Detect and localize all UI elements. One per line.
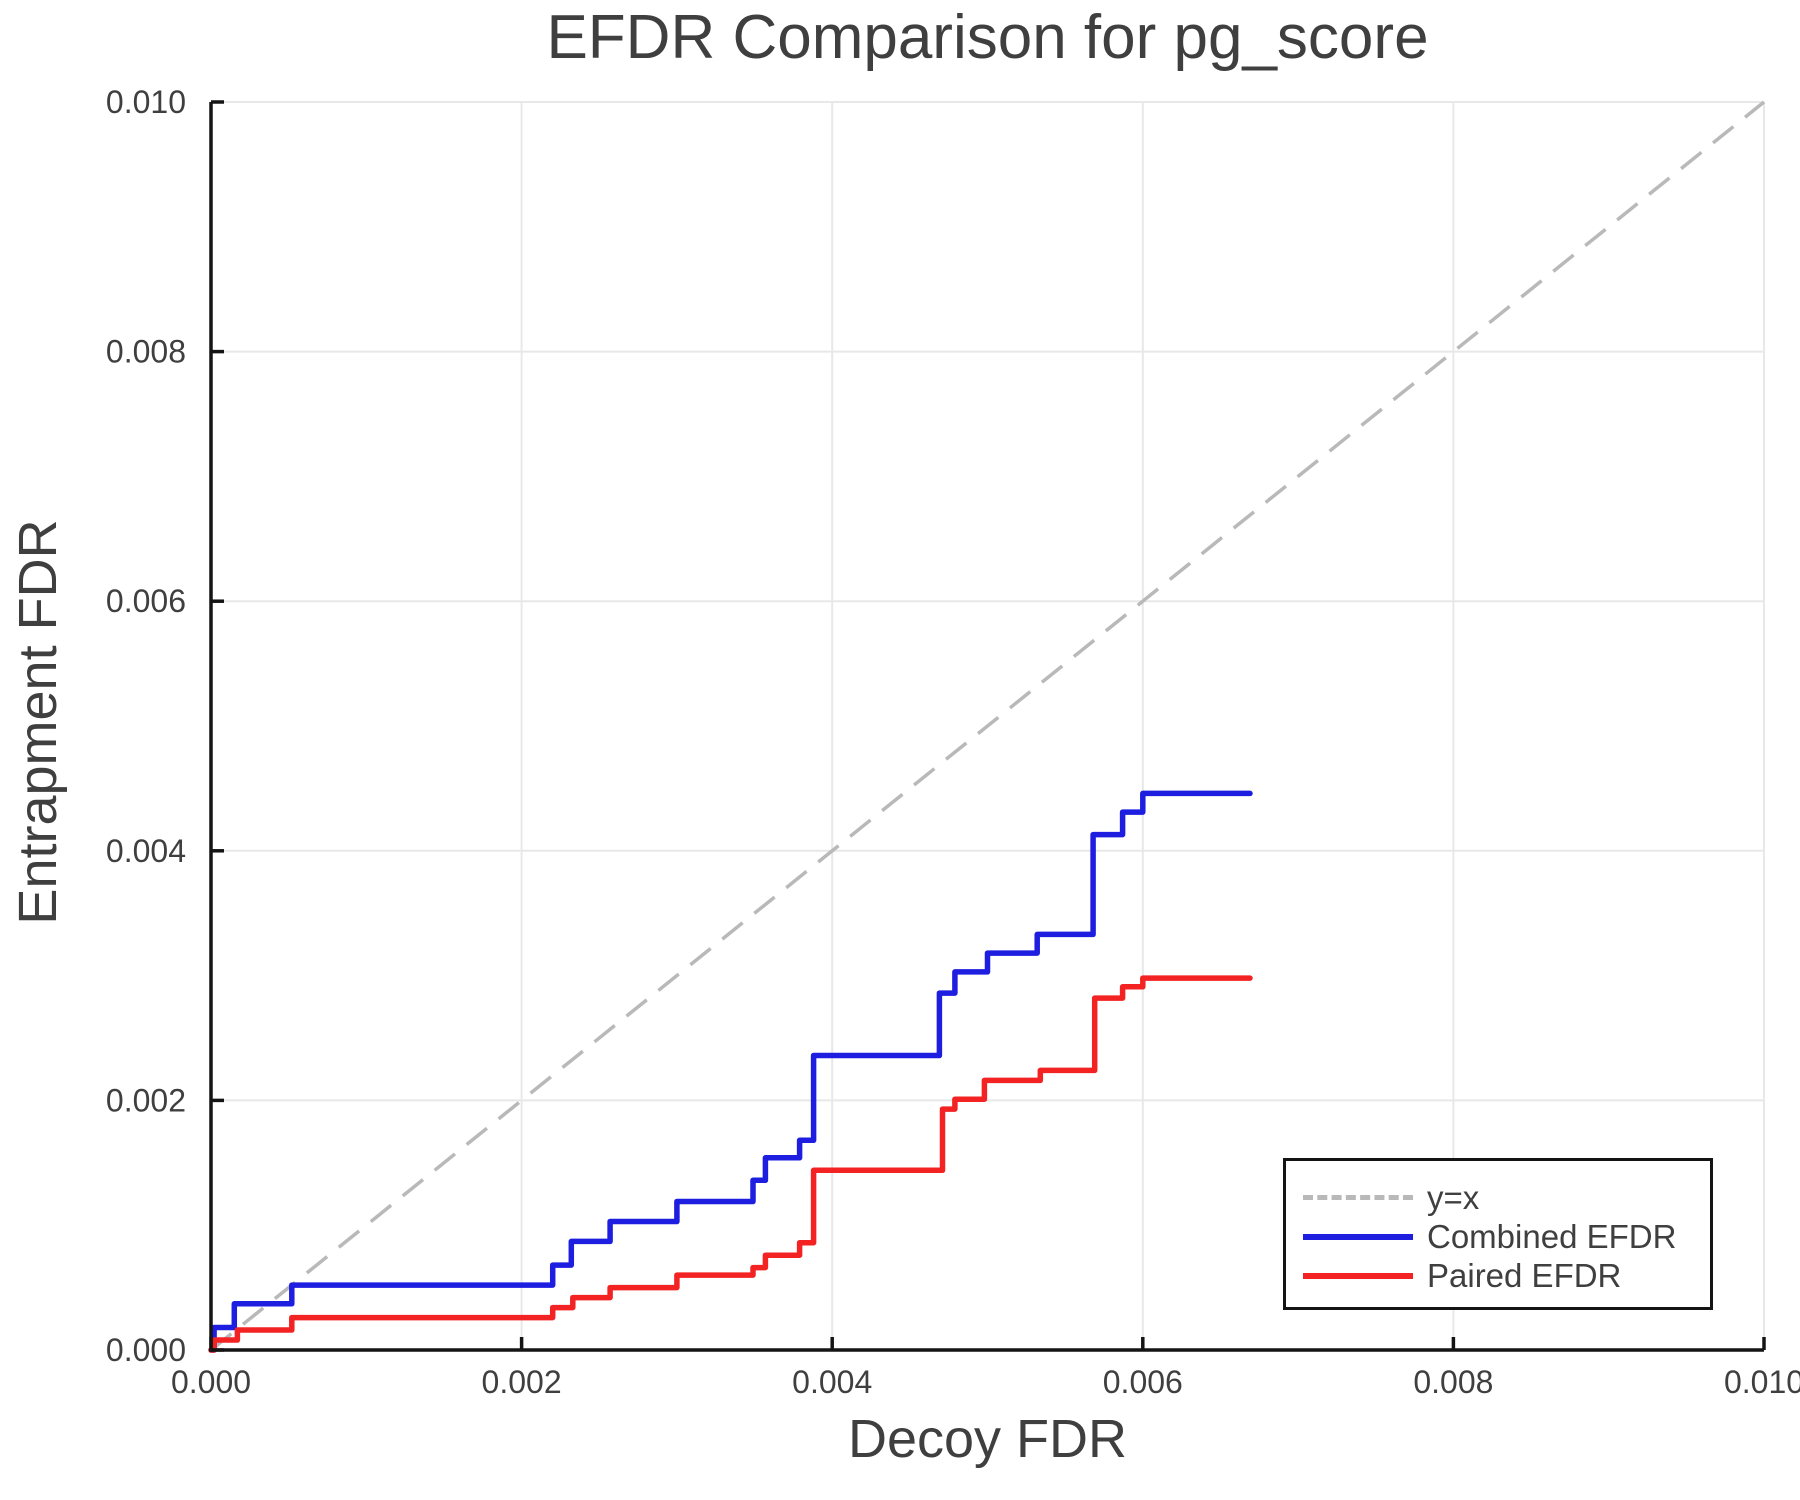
axis-ticks [209,100,1766,1352]
legend-item-paired-efdr: Paired EFDR [1303,1256,1710,1295]
x-tick-label: 0.008 [1413,1364,1493,1400]
y-tick-labels: 0.000 0.002 0.004 0.006 0.008 0.010 [106,84,186,1368]
series-curve-combined-efdr [208,790,1253,1353]
y-tick-label: 0.008 [106,334,186,370]
legend-label: Combined EFDR [1427,1218,1677,1255]
series-curve-paired-efdr [208,975,1253,1353]
axis-spines [209,102,1764,1352]
y-tick-label: 0.004 [106,833,186,869]
legend-label: Paired EFDR [1427,1257,1622,1294]
y-tick-label: 0.000 [106,1332,186,1368]
chart-title: EFDR Comparison for pg_score [546,3,1429,72]
legend-line-sample-combined [1303,1233,1413,1240]
legend-line-sample-dashed [1303,1195,1413,1200]
data-series [208,790,1253,1353]
reference-line-y-equals-x [209,100,1766,1352]
legend-label: y=x [1427,1179,1480,1216]
x-tick-labels: 0.000 0.002 0.004 0.006 0.008 0.010 [171,1364,1800,1400]
legend-item-y-equals-x: y=x [1303,1178,1710,1217]
y-tick-label: 0.002 [106,1082,186,1118]
legend-line-sample-paired [1303,1272,1413,1279]
x-tick-label: 0.006 [1103,1364,1183,1400]
legend: y=x Combined EFDR Paired EFDR [1283,1158,1713,1310]
x-tick-label: 0.010 [1724,1364,1800,1400]
legend-item-combined-efdr: Combined EFDR [1303,1217,1710,1256]
reference-dashed-line [209,100,1766,1352]
x-tick-label: 0.000 [171,1364,251,1400]
x-tick-label: 0.004 [792,1364,872,1400]
y-tick-label: 0.006 [106,583,186,619]
x-tick-label: 0.002 [482,1364,562,1400]
y-axis-title: Entrapment FDR [8,519,68,925]
y-tick-label: 0.010 [106,84,186,120]
x-axis-title: Decoy FDR [847,1409,1128,1469]
